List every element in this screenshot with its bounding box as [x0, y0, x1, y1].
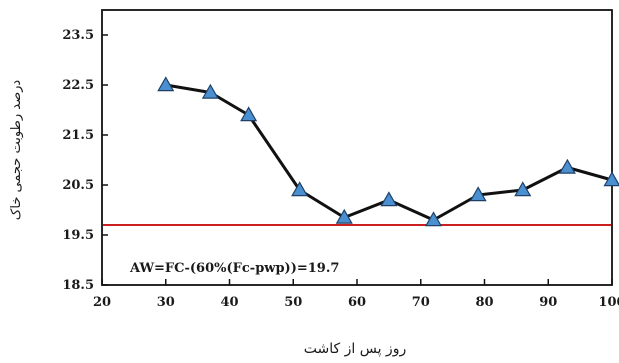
x-tick-label: 50	[284, 295, 302, 310]
y-tick-label: 21.5	[62, 128, 94, 143]
data-point-marker	[558, 158, 576, 174]
y-tick-labels: 23.5 22.5 21.5 20.5 19.5 18.5	[62, 28, 108, 293]
data-point-marker	[424, 211, 443, 227]
y-tick-label: 20.5	[62, 178, 94, 193]
y-tick-label: 22.5	[62, 78, 94, 93]
plot-border	[101, 9, 613, 286]
x-tick-label: 40	[220, 295, 238, 310]
x-tick-label: 100	[598, 295, 619, 310]
y-axis-label: درصد رطوبت حجمی خاک	[9, 80, 24, 221]
plot-frame	[101, 9, 613, 286]
x-tick-label: 20	[93, 295, 111, 310]
x-tick-label: 60	[348, 295, 366, 310]
series-markers	[157, 76, 619, 227]
x-tick-label: 30	[157, 295, 175, 310]
data-point-marker	[380, 191, 398, 207]
y-tick-label: 19.5	[62, 228, 94, 243]
data-point-marker	[157, 76, 175, 92]
y-tick-label: 23.5	[62, 28, 94, 43]
data-point-marker	[603, 171, 619, 187]
x-tick-label: 80	[475, 295, 493, 310]
data-point-marker	[469, 186, 487, 202]
x-tick-label: 70	[412, 295, 430, 310]
annotation-text: AW=FC-(60%(Fc-pwp))=19.7	[129, 261, 339, 276]
x-tick-labels: 20 30 40 50 60 70 80 90 100	[93, 279, 619, 310]
y-tick-label: 18.5	[62, 278, 94, 293]
x-tick-label: 90	[539, 295, 557, 310]
data-point-marker	[291, 181, 309, 197]
data-point-marker	[335, 208, 353, 224]
x-axis-label: روز پس از کاشت	[304, 341, 406, 357]
data-point-marker	[514, 181, 532, 197]
data-point-marker	[240, 106, 258, 122]
data-point-marker	[201, 83, 219, 99]
